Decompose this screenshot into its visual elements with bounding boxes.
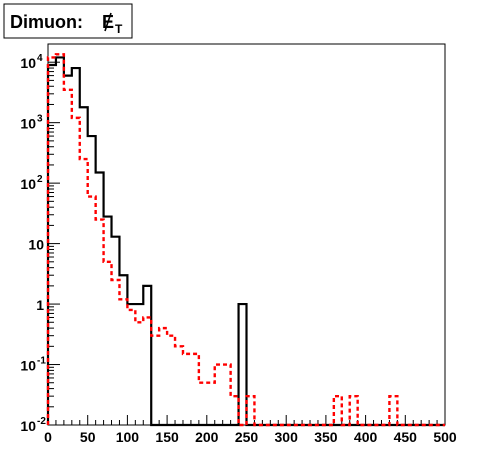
- x-tick-label: 150: [155, 429, 179, 445]
- x-tick-label: 450: [394, 429, 418, 445]
- y-tick-label: 10: [28, 237, 44, 253]
- x-tick-label: 200: [195, 429, 219, 445]
- x-tick-label: 0: [44, 429, 52, 445]
- chart-title: Dimuon: E T: [3, 3, 133, 39]
- y-tick-label: 10: [20, 418, 36, 434]
- y-tick-exponent: 4: [37, 53, 43, 64]
- y-tick-label: 10: [20, 55, 36, 71]
- title-label: Dimuon:: [10, 12, 88, 32]
- x-tick-label: 100: [116, 429, 140, 445]
- dashed-series-line: [46, 53, 445, 427]
- y-tick-label: 1: [36, 297, 44, 313]
- title-symbol-slash: [104, 12, 112, 32]
- title-box: [3, 3, 133, 39]
- y-tick-exponent: -2: [37, 416, 46, 427]
- x-tick-label: 300: [275, 429, 299, 445]
- solid-series-line: [46, 56, 445, 427]
- y-tick-exponent: 3: [37, 114, 43, 125]
- x-tick-labels: 0 50 100 150 200 250 300 350 400 450 500: [44, 429, 457, 445]
- y-tick-label: 10: [20, 116, 36, 132]
- x-tick-label: 350: [314, 429, 338, 445]
- y-tick-exponent: -1: [37, 356, 46, 367]
- y-tick-exponent: 2: [37, 174, 43, 185]
- title-subscript: T: [115, 22, 123, 36]
- y-tick-label: 10: [20, 176, 36, 192]
- x-tick-label: 50: [80, 429, 96, 445]
- y-tick-label: 10: [20, 358, 36, 374]
- x-tick-label: 400: [354, 429, 378, 445]
- series-layer: [46, 53, 445, 427]
- x-tick-label: 500: [433, 429, 457, 445]
- x-tick-label: 250: [235, 429, 259, 445]
